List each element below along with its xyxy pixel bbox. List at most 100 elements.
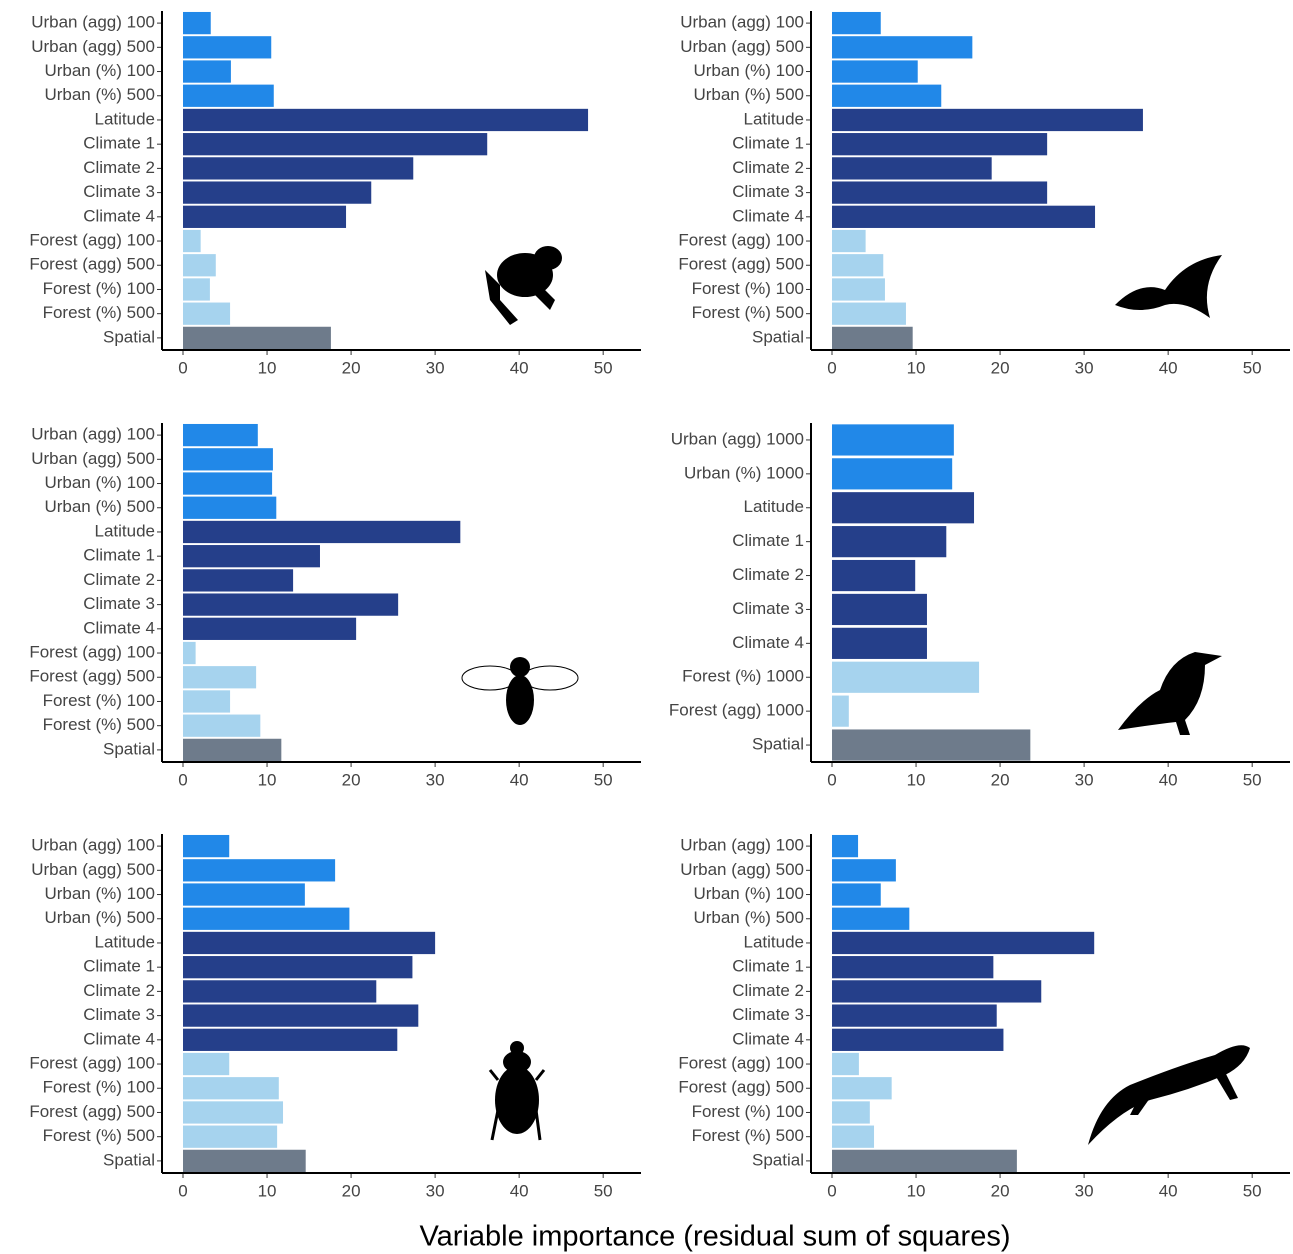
panel: Urban (agg) 100 Urban (agg) 500 Urban (%) … <box>678 11 1290 377</box>
bar <box>183 278 210 301</box>
bar <box>183 1125 278 1148</box>
bar <box>183 11 211 35</box>
x-tick-label: 50 <box>1243 1181 1262 1200</box>
x-tick-label: 10 <box>258 770 277 789</box>
y-tick-label: Climate 3 <box>83 1005 155 1024</box>
bar <box>832 1101 870 1124</box>
bar <box>832 627 927 659</box>
y-tick-label: Urban (agg) 100 <box>31 836 155 855</box>
y-tick-label: Climate 2 <box>83 158 155 177</box>
y-tick-label: Climate 3 <box>83 594 155 613</box>
bar <box>183 1052 230 1076</box>
y-tick-label: Urban (%) 1000 <box>684 463 804 482</box>
y-tick-label: Latitude <box>95 109 156 128</box>
y-tick-label: Spatial <box>103 739 155 758</box>
y-tick-label: Forest (%) 500 <box>43 303 155 322</box>
bar <box>832 302 906 325</box>
y-tick-label: Urban (agg) 500 <box>31 860 155 879</box>
bar <box>832 526 947 558</box>
bar <box>183 60 231 83</box>
y-tick-label: Forest (%) 100 <box>43 279 155 298</box>
x-tick-label: 30 <box>426 358 445 377</box>
x-tick-label: 40 <box>1159 1181 1178 1200</box>
bar <box>832 834 859 858</box>
bar <box>832 593 927 626</box>
x-tick-label: 20 <box>991 1181 1010 1200</box>
x-tick-label: 50 <box>594 358 613 377</box>
bar <box>832 729 1031 761</box>
bar <box>183 883 305 906</box>
bar <box>183 907 350 930</box>
bar <box>832 229 866 253</box>
y-tick-label: Spatial <box>752 735 804 754</box>
bar <box>832 1028 1004 1051</box>
x-tick-label: 30 <box>426 770 445 789</box>
x-tick-label: 30 <box>426 1181 445 1200</box>
y-tick-label: Urban (%) 500 <box>44 497 155 516</box>
y-tick-label: Climate 4 <box>732 206 804 225</box>
bar <box>832 254 884 277</box>
y-tick-label: Forest (agg) 100 <box>678 231 804 250</box>
bar <box>832 1052 859 1076</box>
bar <box>183 617 357 640</box>
y-tick-label: Urban (%) 500 <box>693 908 804 927</box>
bar <box>832 181 1048 204</box>
x-tick-label: 10 <box>258 1181 277 1200</box>
bar <box>183 834 230 858</box>
y-tick-label: Urban (agg) 500 <box>31 37 155 56</box>
x-tick-label: 20 <box>342 770 361 789</box>
y-tick-label: Urban (agg) 100 <box>680 13 804 32</box>
y-tick-label: Forest (agg) 500 <box>678 255 804 274</box>
x-tick-label: 40 <box>510 1181 529 1200</box>
x-tick-label: 10 <box>258 358 277 377</box>
y-tick-label: Forest (%) 100 <box>43 1078 155 1097</box>
panel: Urban (agg) 100 Urban (agg) 500 Urban (%) … <box>29 11 641 377</box>
x-axis-title: Variable importance (residual sum of squ… <box>419 1221 1010 1253</box>
y-tick-label: Latitude <box>95 932 156 951</box>
y-tick-label: Forest (agg) 100 <box>29 1054 155 1073</box>
y-tick-label: Latitude <box>744 497 805 516</box>
y-tick-label: Forest (agg) 500 <box>29 667 155 686</box>
bar <box>183 714 261 737</box>
y-tick-label: Latitude <box>744 932 805 951</box>
y-tick-label: Climate 4 <box>83 1029 155 1048</box>
bar <box>183 956 413 979</box>
bar <box>832 157 992 180</box>
bar <box>183 931 436 955</box>
y-tick-label: Urban (%) 100 <box>44 473 155 492</box>
y-tick-label: Climate 3 <box>732 599 804 618</box>
bar <box>183 980 377 1003</box>
y-tick-label: Spatial <box>103 327 155 346</box>
bar <box>183 545 320 568</box>
x-tick-label: 0 <box>178 1181 187 1200</box>
bar <box>832 1125 875 1148</box>
y-tick-label: Climate 3 <box>732 182 804 201</box>
x-tick-label: 10 <box>907 1181 926 1200</box>
bar <box>832 458 953 490</box>
x-tick-label: 20 <box>991 358 1010 377</box>
y-tick-label: Spatial <box>752 1150 804 1169</box>
beetle-silhouette <box>488 1041 546 1141</box>
bar <box>183 690 231 713</box>
bar <box>832 1149 1017 1173</box>
y-tick-label: Forest (%) 100 <box>692 1102 804 1121</box>
bar <box>183 738 282 762</box>
bee-silhouette <box>461 657 579 725</box>
bar <box>832 492 975 524</box>
bar <box>832 60 918 83</box>
x-tick-label: 0 <box>827 770 836 789</box>
y-tick-label: Urban (%) 500 <box>693 85 804 104</box>
bar <box>183 108 589 132</box>
y-tick-label: Urban (%) 100 <box>44 61 155 80</box>
y-tick-label: Forest (agg) 100 <box>678 1054 804 1073</box>
x-tick-label: 40 <box>510 770 529 789</box>
y-tick-label: Forest (%) 100 <box>692 279 804 298</box>
x-tick-label: 50 <box>594 770 613 789</box>
bar <box>183 157 414 180</box>
y-tick-label: Forest (agg) 1000 <box>669 701 804 720</box>
y-tick-label: Spatial <box>752 327 804 346</box>
bar <box>832 84 942 107</box>
y-tick-label: Urban (agg) 100 <box>31 13 155 32</box>
bar <box>183 205 347 228</box>
y-tick-label: Climate 1 <box>83 134 155 153</box>
